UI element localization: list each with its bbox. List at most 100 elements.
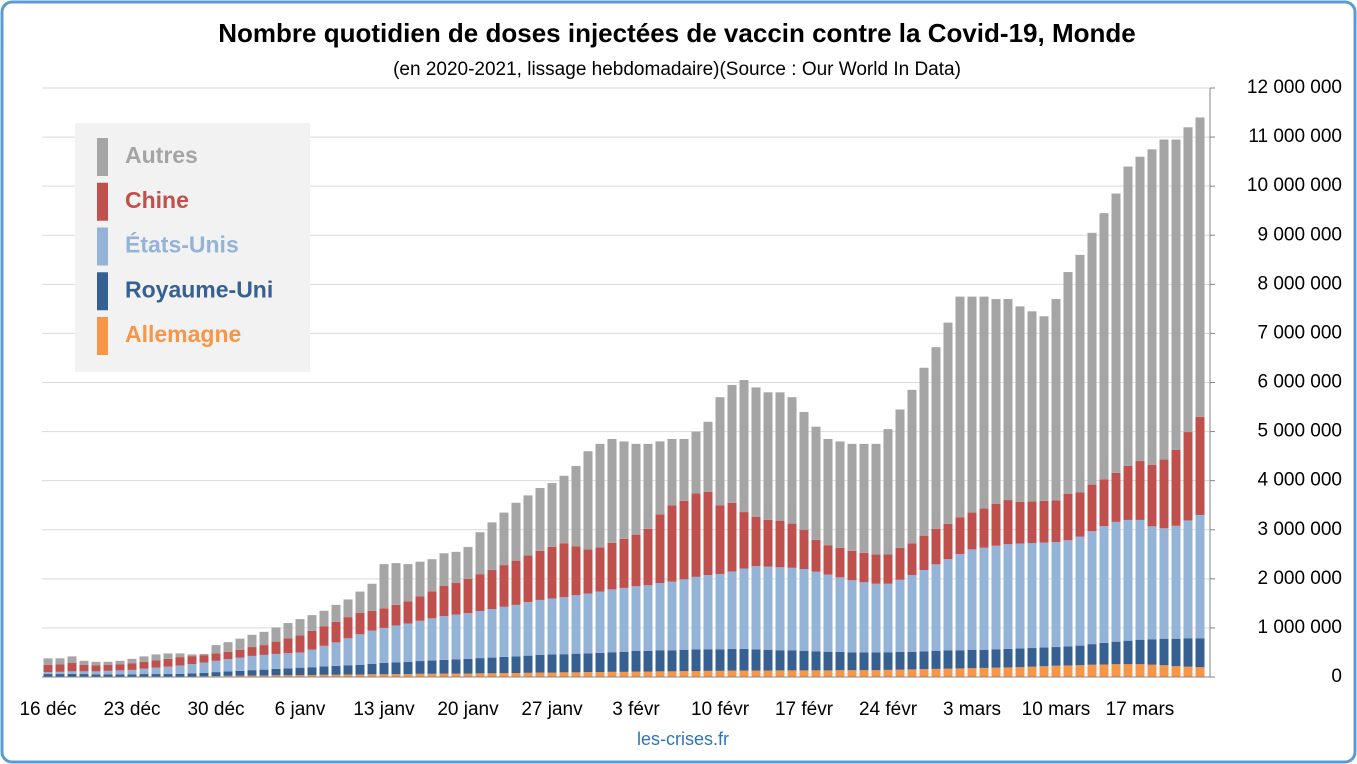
bar-segment [475,532,485,575]
bar-segment [1135,519,1145,640]
bar-segment [103,670,113,675]
bar-segment [1123,465,1133,520]
y-tick-label: 3 000 000 [1257,519,1342,540]
bar-segment [847,580,857,653]
bar-segment [355,634,365,665]
bar-segment [1039,500,1049,543]
bar-segment [1015,543,1025,649]
bar-segment [1183,666,1193,677]
bar-segment [1135,156,1145,462]
bar-segment [1087,232,1097,485]
bar-segment [139,668,149,675]
bar-segment [1159,665,1169,677]
bar-segment [319,626,329,646]
bar-segment [607,589,617,653]
bar-segment [403,674,413,677]
bar-segment [643,443,653,529]
bar-segment [1075,254,1085,493]
bar-segment [331,604,341,622]
bar-segment [871,554,881,584]
bar-segment [1051,542,1061,648]
bar-segment [667,438,677,506]
bar-segment [223,671,233,676]
bar-segment [823,545,833,575]
bar-segment [55,674,65,677]
bar-segment [907,651,917,670]
bar-segment [259,631,269,646]
legend-swatch [97,138,108,176]
bar-segment [1039,647,1049,667]
bar-segment [847,443,857,551]
bar-segment [535,672,545,677]
bar-segment [1195,667,1205,677]
bar-segment [1135,461,1145,520]
bar-segment [799,569,809,651]
bar-segment [571,595,581,654]
bar-segment [847,670,857,677]
bar-segment [751,566,761,650]
bar-segment [127,658,137,664]
bar-segment [859,443,869,553]
bar-segment [427,559,437,592]
bar-segment [511,604,521,657]
bar-segment [331,665,341,675]
bar-segment [259,654,269,670]
bar-segment [55,658,65,665]
bar-segment [703,649,713,671]
bar-segment [619,587,629,652]
bar-segment [295,619,305,636]
bar-segment [787,567,797,651]
bar-segment [115,660,125,665]
bar-segment [355,612,365,635]
bar-segment [775,670,785,677]
legend-swatch [97,182,108,221]
bar-segment [391,662,401,675]
bar-segment [547,672,557,677]
bar-segment [499,512,509,566]
bar-segment [1111,521,1121,642]
bar-segment [151,660,161,668]
bar-segment [235,649,245,658]
bar-segment [475,610,485,659]
y-tick-label: 6 000 000 [1257,372,1342,393]
bar-segment [607,542,617,590]
bar-segment [475,658,485,674]
bar-segment [859,552,869,583]
bar-segment [595,672,605,677]
bar-segment [199,662,209,673]
bar-segment [883,652,893,670]
bar-segment [1087,531,1097,645]
bar-segment [43,672,53,675]
bar-segment [1147,149,1157,465]
legend-swatch [97,317,108,355]
bar-segment [403,623,413,662]
bar-segment [559,672,569,677]
bar-segment [823,651,833,671]
bar-segment [1027,648,1037,667]
bar-segment [103,664,113,671]
bar-segment [79,660,89,665]
bar-segment [355,674,365,677]
bar-segment [463,546,473,579]
bar-segment [151,654,161,661]
bar-segment [1087,484,1097,532]
bar-segment [907,543,917,576]
bar-segment [223,642,233,652]
bar-segment [811,651,821,671]
bar-segment [679,671,689,677]
bar-segment [127,663,137,670]
bar-segment [1171,666,1181,677]
bar-segment [43,674,53,677]
bar-segment [919,569,929,652]
bar-segment [619,651,629,672]
bar-segment [259,645,269,655]
bar-segment [511,502,521,561]
bar-segment [223,659,233,672]
bar-segment [523,602,533,656]
bar-segment [103,661,113,665]
bar-segment [235,657,245,671]
bar-segment [631,443,641,535]
bar-segment [667,650,677,672]
bar-segment [415,596,425,621]
